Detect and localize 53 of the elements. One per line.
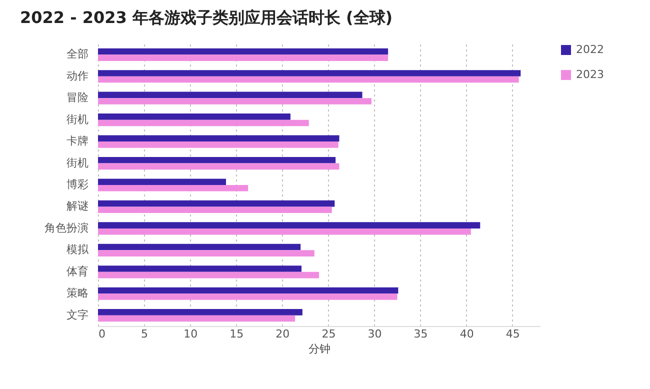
- bar: [98, 228, 471, 235]
- x-tick-label: 35: [414, 328, 428, 340]
- y-tick-label: 全部: [66, 48, 88, 61]
- bar: [98, 244, 301, 250]
- chart-title: 2022 - 2023 年各游戏子类别应用会话时长 (全球): [20, 8, 393, 27]
- x-tick-label: 30: [368, 328, 382, 340]
- y-tick-label: 街机: [66, 112, 88, 126]
- x-tick-label: 20: [276, 328, 290, 340]
- bar: [98, 287, 398, 294]
- y-tick-label: 街机: [66, 156, 88, 170]
- bar: [98, 178, 226, 185]
- y-tick-label: 角色扮演: [44, 221, 88, 234]
- x-tick-label: 40: [460, 328, 474, 340]
- bar: [98, 98, 372, 104]
- bar: [98, 272, 319, 278]
- bar: [98, 70, 521, 76]
- bar: [98, 266, 302, 272]
- bar: [98, 222, 480, 228]
- y-tick-label: 体育: [66, 264, 88, 278]
- bar: [98, 315, 296, 322]
- bar: [98, 120, 309, 126]
- bar: [98, 76, 519, 83]
- bar: [98, 250, 314, 256]
- x-tick-label: 0: [98, 328, 106, 340]
- legend-label: 2022: [576, 43, 604, 56]
- bar: [98, 200, 335, 207]
- x-tick-label: 15: [230, 328, 244, 340]
- bar: [98, 156, 336, 164]
- y-tick-label: 冒险: [66, 91, 88, 104]
- bar: [98, 294, 398, 300]
- x-tick-label: 5: [141, 328, 148, 340]
- x-tick-label: 45: [506, 328, 520, 340]
- bar: [98, 142, 338, 148]
- bar: [98, 48, 388, 55]
- bar: [98, 185, 248, 192]
- y-tick-label: 卡牌: [66, 134, 88, 148]
- bar: [98, 309, 302, 316]
- legend-label: 2023: [576, 68, 604, 81]
- y-tick-label: 文字: [66, 308, 88, 322]
- bar: [98, 54, 388, 61]
- bar: [98, 135, 340, 142]
- y-tick-label: 动作: [66, 69, 88, 82]
- y-tick-label: 解谜: [66, 200, 88, 213]
- x-tick-label: 25: [322, 328, 336, 340]
- bar: [98, 206, 332, 214]
- x-axis-title: 分钟: [308, 342, 330, 356]
- y-tick-label: 策略: [66, 286, 88, 300]
- y-tick-label: 博彩: [66, 178, 88, 191]
- x-tick-label: 10: [184, 328, 198, 340]
- bar: [98, 92, 362, 98]
- bar: [98, 163, 340, 170]
- y-tick-label: 模拟: [66, 243, 90, 256]
- bar: [98, 114, 290, 120]
